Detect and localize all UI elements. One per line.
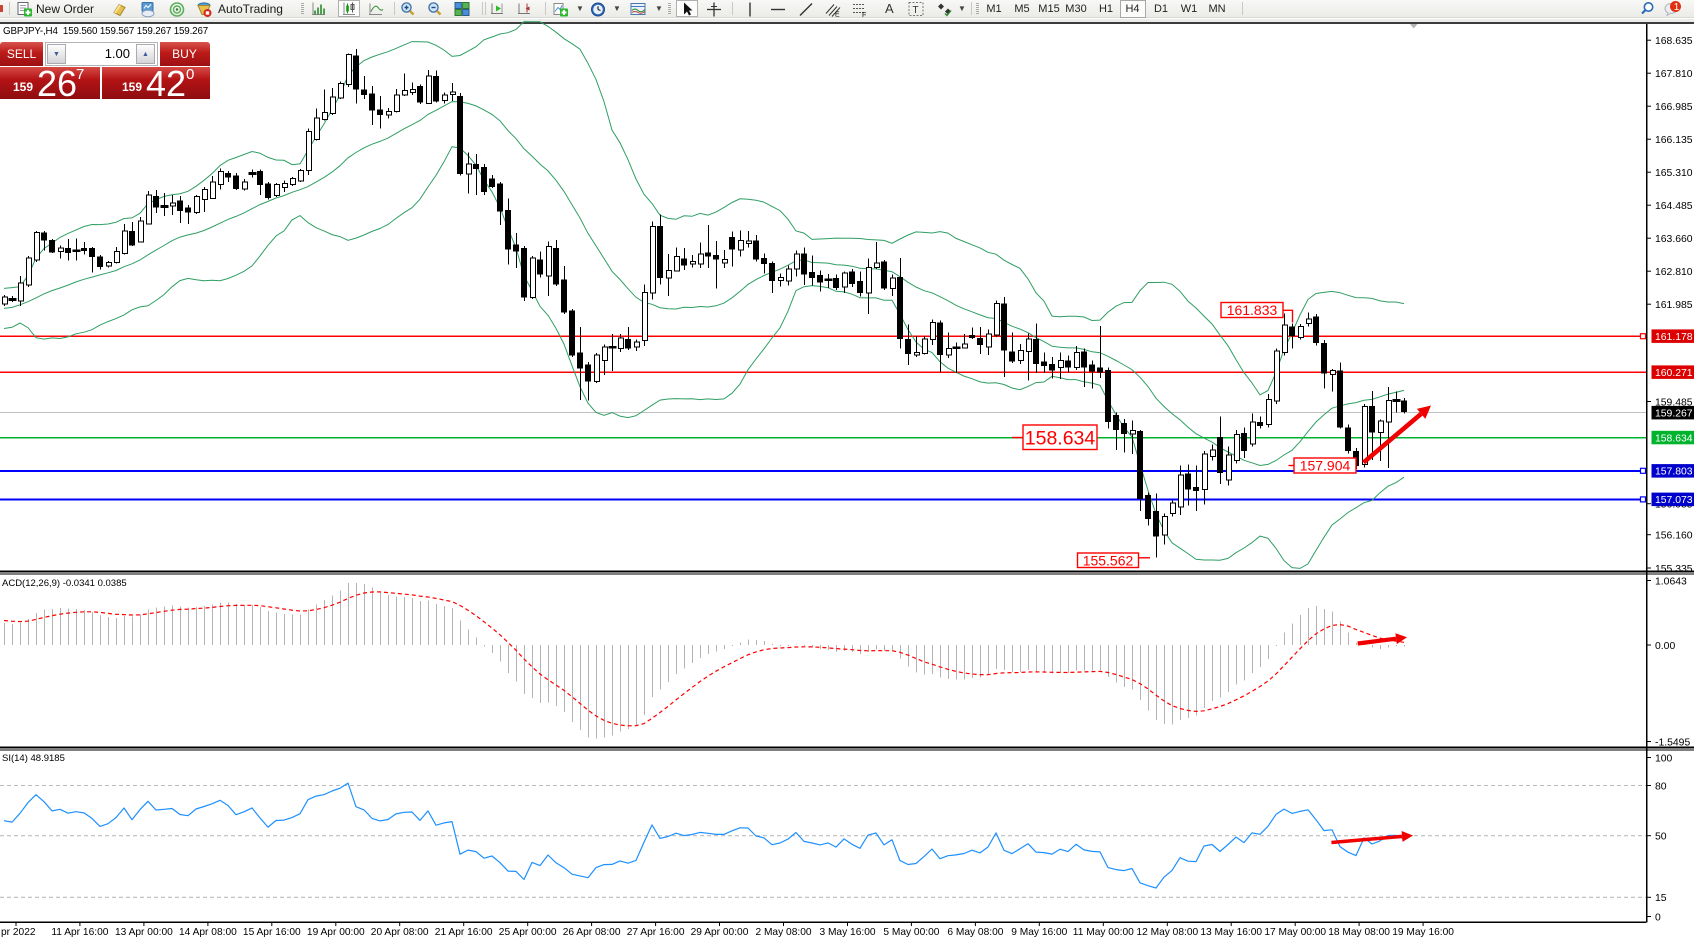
svg-text:1: 1 [1674,2,1680,13]
svg-text:26 Apr 08:00: 26 Apr 08:00 [563,927,621,938]
svg-text:158.634: 158.634 [1655,433,1693,444]
svg-text:19 Apr 00:00: 19 Apr 00:00 [307,927,365,938]
svg-text:161.985: 161.985 [1655,300,1693,311]
svg-text:9 May 16:00: 9 May 16:00 [1011,927,1067,938]
svg-text:11 May 00:00: 11 May 00:00 [1073,927,1134,938]
svg-text:50: 50 [1655,832,1667,843]
svg-text:167.810: 167.810 [1655,69,1693,80]
svg-text:162.810: 162.810 [1655,267,1693,278]
svg-text:SI(14) 48.9185: SI(14) 48.9185 [2,753,65,764]
svg-text:6 May 08:00: 6 May 08:00 [947,927,1003,938]
svg-text:29 Apr 00:00: 29 Apr 00:00 [691,927,749,938]
svg-text:21 Apr 16:00: 21 Apr 16:00 [435,927,493,938]
svg-text:160.271: 160.271 [1655,368,1693,379]
svg-text:3 May 16:00: 3 May 16:00 [819,927,875,938]
svg-text:5 May 00:00: 5 May 00:00 [883,927,939,938]
svg-text:157.073: 157.073 [1655,495,1693,506]
svg-text:pr 2022: pr 2022 [1,927,36,938]
svg-text:-1.5495: -1.5495 [1655,737,1690,748]
svg-text:11 Apr 16:00: 11 Apr 16:00 [51,927,108,938]
svg-text:19 May 16:00: 19 May 16:00 [1392,927,1454,938]
svg-text:155.562: 155.562 [1083,552,1134,568]
svg-text:17 May 00:00: 17 May 00:00 [1264,927,1326,938]
svg-text:20 Apr 08:00: 20 Apr 08:00 [371,927,429,938]
svg-text:163.660: 163.660 [1655,234,1693,245]
svg-text:1.0643: 1.0643 [1655,576,1687,587]
svg-text:157.904: 157.904 [1300,458,1351,474]
svg-text:159.485: 159.485 [1655,397,1693,408]
svg-text:159.267: 159.267 [1655,408,1693,419]
svg-text:E: E [835,12,840,19]
svg-text:161.178: 161.178 [1655,332,1693,343]
svg-text:13 Apr 00:00: 13 Apr 00:00 [115,927,173,938]
svg-text:157.803: 157.803 [1655,467,1693,478]
svg-text:15 Apr 16:00: 15 Apr 16:00 [243,927,301,938]
svg-text:15: 15 [1655,893,1667,904]
svg-text:0.00: 0.00 [1655,641,1675,652]
svg-text:25 Apr 00:00: 25 Apr 00:00 [499,927,557,938]
svg-text:F: F [862,12,866,18]
svg-text:T: T [913,5,919,16]
svg-text:165.310: 165.310 [1655,168,1693,179]
svg-text:158.634: 158.634 [1025,427,1096,449]
svg-text:2 May 08:00: 2 May 08:00 [755,927,811,938]
svg-text:80: 80 [1655,781,1667,792]
svg-text:166.135: 166.135 [1655,135,1693,146]
svg-text:166.985: 166.985 [1655,102,1693,113]
svg-text:161.833: 161.833 [1227,302,1278,318]
svg-text:13 May 16:00: 13 May 16:00 [1200,927,1262,938]
svg-text:164.485: 164.485 [1655,201,1693,212]
svg-text:27 Apr 16:00: 27 Apr 16:00 [627,927,685,938]
svg-text:14 Apr 08:00: 14 Apr 08:00 [179,927,237,938]
svg-text:0: 0 [1655,912,1661,923]
svg-text:ACD(12,26,9) -0.0341 0.0385: ACD(12,26,9) -0.0341 0.0385 [2,578,127,589]
svg-text:168.635: 168.635 [1655,36,1693,47]
svg-text:18 May 08:00: 18 May 08:00 [1328,927,1390,938]
svg-text:155.335: 155.335 [1655,564,1693,575]
svg-text:156.160: 156.160 [1655,531,1693,542]
svg-text:12 May 08:00: 12 May 08:00 [1136,927,1198,938]
svg-text:100: 100 [1655,753,1673,764]
